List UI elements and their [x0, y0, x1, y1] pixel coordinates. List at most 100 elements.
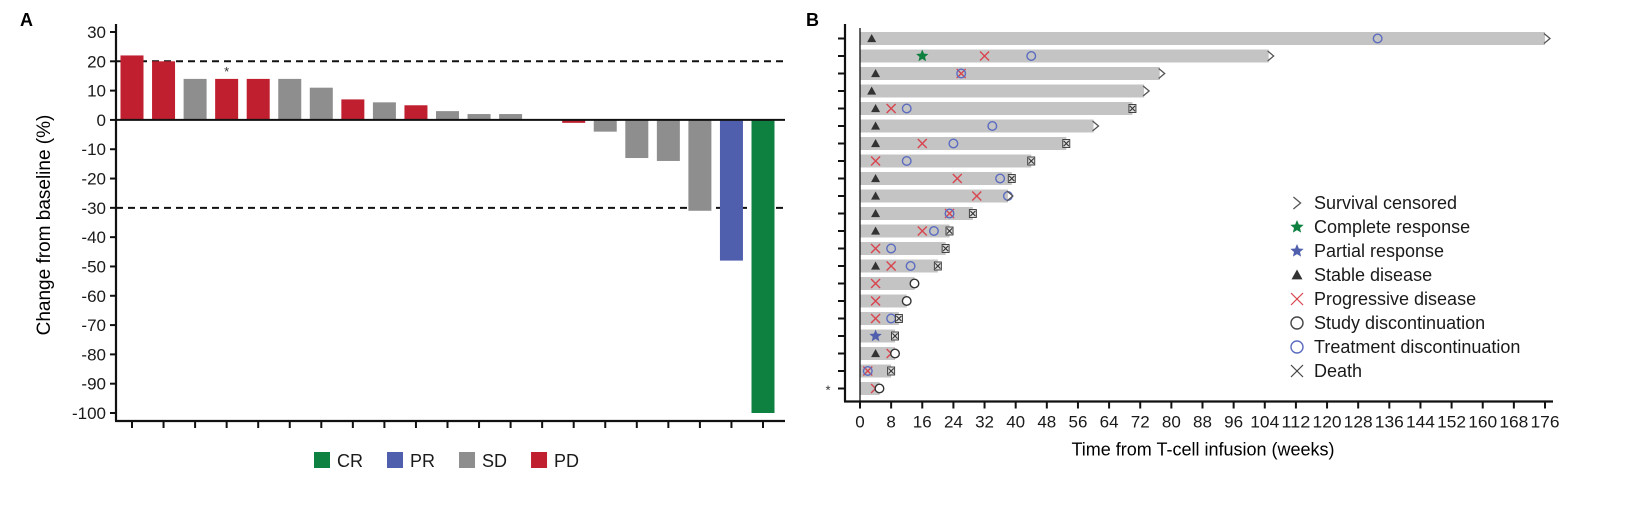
treatment-discontinuation-icon: [862, 366, 873, 377]
patient-row: [860, 67, 1166, 80]
survival-censored-icon: [1142, 85, 1151, 97]
legend-item-pr: Partial response: [1290, 241, 1444, 261]
treatment-discontinuation-icon: [1372, 33, 1383, 44]
treatment-discontinuation-icon: [1026, 51, 1037, 62]
stable-disease-icon: [871, 191, 881, 200]
y-tick-label: 30: [87, 23, 106, 42]
patient-row: [860, 364, 896, 378]
stroke: [979, 51, 990, 61]
stable-disease-icon: [871, 261, 881, 270]
bar-pd: [215, 78, 239, 120]
partial-response-icon: [869, 329, 882, 342]
bar-pd: [152, 61, 176, 120]
patient-row: [860, 49, 1275, 63]
x-tick-label: 136: [1375, 413, 1404, 432]
legend-label: Death: [1314, 361, 1362, 381]
panel-a: A Change from baseline (%) 30 20 10 0 -10 -20…: [20, 10, 785, 471]
progressive-disease-icon: [886, 261, 897, 271]
stroke: [971, 191, 982, 201]
progressive-disease-icon: [870, 313, 881, 324]
death-icon: [1027, 156, 1036, 166]
x-tick-label: 96: [1224, 413, 1243, 432]
progressive-disease-icon: [917, 226, 928, 236]
stroke: [886, 261, 897, 271]
bar-pd: [120, 55, 144, 120]
survival-censored-icon: [1158, 68, 1166, 79]
swim-lane-bar: [860, 189, 1008, 203]
stable-disease-icon: [871, 104, 881, 113]
stroke: [886, 103, 897, 114]
bar-pd: [246, 78, 270, 120]
bar-pr: [719, 119, 743, 261]
patient-row: *: [825, 382, 885, 398]
bar-sd: [278, 78, 302, 120]
legend-label: Complete response: [1314, 217, 1470, 237]
y-tick-label: 10: [87, 82, 106, 101]
x-tick-label: 8: [886, 413, 895, 432]
x-tick-label: 104: [1250, 413, 1279, 432]
survival-censored-icon: [1267, 50, 1275, 62]
stroke: [917, 138, 928, 149]
patient-row: [860, 294, 912, 308]
patient-row: [860, 312, 903, 325]
x-tick-label: 160: [1468, 413, 1497, 432]
stroke: [1129, 105, 1136, 112]
panel-a-y-axis-label: Change from baseline (%): [34, 115, 55, 336]
y-tick-label: -70: [81, 316, 106, 335]
legend-swatch: [314, 452, 330, 468]
legend-item-censored: Survival censored: [1292, 193, 1457, 213]
bar-sd: [625, 119, 649, 159]
swim-lane-bar: [860, 84, 1145, 98]
bar-pd: [562, 119, 586, 123]
progressive-disease-icon: [870, 156, 881, 166]
patient-row: [860, 259, 942, 273]
legend-label: CR: [337, 451, 363, 471]
swim-lane-bar: [860, 382, 880, 395]
legend-item-treat-dc: Treatment discontinuation: [1290, 337, 1520, 357]
y-tick-label: 20: [87, 52, 106, 71]
patient-row: [860, 119, 1100, 133]
y-tick-label: -60: [81, 287, 106, 306]
death-icon: [1128, 104, 1137, 113]
panel-b-x-ticks: 0 8 16 24 32 40 48 56 64 72 80 88 96 104 112 120 128 136 1…: [855, 401, 1560, 432]
survival-censored-icon: [1092, 120, 1100, 132]
bar-sd: [309, 87, 333, 120]
y-tick-label: -100: [72, 404, 106, 423]
legend-item-death: Death: [1290, 361, 1362, 381]
legend-label: Survival censored: [1314, 193, 1457, 213]
x-tick-label: 40: [1006, 413, 1025, 432]
stroke: [934, 263, 941, 269]
legend-item-pr: PR: [387, 451, 435, 471]
death-cross: [1129, 105, 1136, 112]
treatment-discontinuation-icon: [987, 120, 998, 131]
bar-sd: [467, 114, 491, 120]
treatment-discontinuation-icon: [944, 208, 955, 219]
panel-b-x-axis-label: Time from T-cell infusion (weeks): [1071, 440, 1334, 460]
death-cross: [888, 368, 895, 374]
x-tick-label: 64: [1100, 413, 1119, 432]
death-cross: [895, 315, 902, 322]
x-tick-label: 144: [1406, 413, 1435, 432]
stroke: [942, 245, 949, 252]
bar-pd: [404, 105, 428, 120]
swim-lane-bar: [860, 294, 907, 308]
stable-disease-icon: [867, 34, 877, 43]
study-discontinuation-icon: [890, 348, 901, 359]
y-tick-label: -40: [81, 228, 106, 247]
y-tick-label: -90: [81, 375, 106, 394]
stroke: [1290, 292, 1304, 306]
legend-label: SD: [482, 451, 507, 471]
x-tick-label: 112: [1281, 413, 1310, 432]
death-cross: [1063, 140, 1070, 147]
x-tick-label: 120: [1313, 413, 1342, 432]
patient-row: [860, 207, 977, 220]
stroke: [892, 333, 899, 339]
progressive-disease-icon: [870, 243, 881, 254]
patient-row: [860, 329, 899, 343]
progressive-disease-icon: [971, 191, 982, 201]
progressive-disease-icon: [870, 296, 881, 306]
patient-row: [860, 137, 1071, 150]
bar-sd: [656, 119, 680, 161]
